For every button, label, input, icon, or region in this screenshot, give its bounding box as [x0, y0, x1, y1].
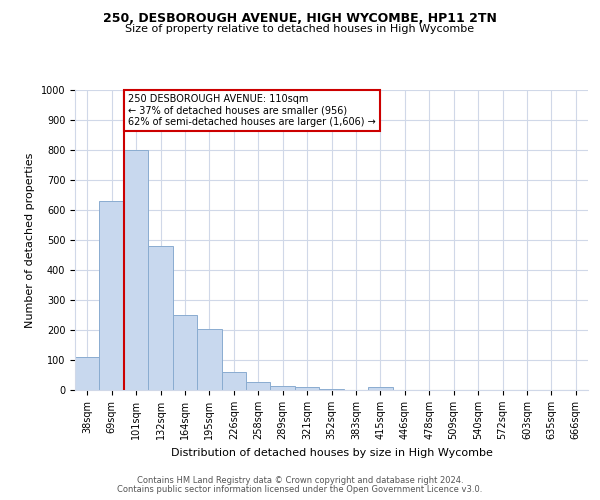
- Bar: [271, 386, 295, 390]
- Text: Contains public sector information licensed under the Open Government Licence v3: Contains public sector information licen…: [118, 485, 482, 494]
- Text: 250, DESBOROUGH AVENUE, HIGH WYCOMBE, HP11 2TN: 250, DESBOROUGH AVENUE, HIGH WYCOMBE, HP…: [103, 12, 497, 26]
- Bar: [246, 382, 271, 390]
- Bar: [173, 315, 197, 390]
- Bar: [124, 150, 148, 390]
- Y-axis label: Number of detached properties: Number of detached properties: [25, 152, 35, 328]
- Text: Size of property relative to detached houses in High Wycombe: Size of property relative to detached ho…: [125, 24, 475, 34]
- Bar: [368, 387, 392, 390]
- Bar: [75, 357, 100, 390]
- Text: Contains HM Land Registry data © Crown copyright and database right 2024.: Contains HM Land Registry data © Crown c…: [137, 476, 463, 485]
- Bar: [100, 201, 124, 390]
- Bar: [221, 372, 246, 390]
- Text: 250 DESBOROUGH AVENUE: 110sqm
← 37% of detached houses are smaller (956)
62% of : 250 DESBOROUGH AVENUE: 110sqm ← 37% of d…: [128, 94, 376, 128]
- Bar: [295, 387, 319, 390]
- Bar: [197, 328, 221, 390]
- X-axis label: Distribution of detached houses by size in High Wycombe: Distribution of detached houses by size …: [170, 448, 493, 458]
- Bar: [319, 388, 344, 390]
- Bar: [148, 246, 173, 390]
